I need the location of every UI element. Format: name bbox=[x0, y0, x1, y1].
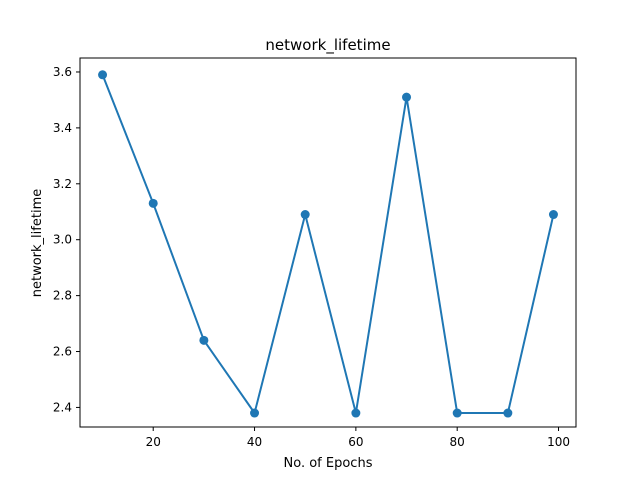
x-tick-label: 20 bbox=[146, 435, 161, 449]
axes-frame bbox=[79, 57, 577, 428]
y-tick-label: 2.8 bbox=[53, 289, 72, 303]
series-layer bbox=[98, 70, 558, 418]
data-point bbox=[548, 210, 558, 220]
x-axis-label: No. of Epochs bbox=[284, 456, 373, 471]
axis-ticks: 20 40 60 80 100 2.4 2.6 2.8 3.0 3.2 3.4 3.6 bbox=[53, 65, 570, 449]
data-point bbox=[351, 408, 361, 418]
data-point bbox=[402, 92, 412, 102]
x-tick-label: 100 bbox=[547, 435, 570, 449]
data-point bbox=[300, 210, 310, 220]
data-point bbox=[452, 408, 462, 418]
series-line bbox=[101, 74, 555, 415]
plot-area bbox=[79, 57, 577, 428]
data-point bbox=[148, 198, 158, 208]
chart-title: network_lifetime bbox=[265, 36, 390, 55]
y-tick-label: 3.4 bbox=[53, 121, 72, 135]
data-point bbox=[199, 335, 209, 345]
x-tick-label: 40 bbox=[247, 435, 262, 449]
data-point bbox=[503, 408, 513, 418]
y-tick-label: 2.4 bbox=[53, 400, 72, 414]
y-axis-label: network_lifetime bbox=[30, 189, 45, 297]
y-tick-label: 3.0 bbox=[53, 233, 72, 247]
y-tick-label: 3.2 bbox=[53, 177, 72, 191]
data-point bbox=[98, 70, 108, 80]
y-tick-label: 3.6 bbox=[53, 65, 72, 79]
x-tick-label: 80 bbox=[450, 435, 465, 449]
y-tick-label: 2.6 bbox=[53, 345, 72, 359]
data-point bbox=[250, 408, 260, 418]
x-tick-label: 60 bbox=[348, 435, 363, 449]
